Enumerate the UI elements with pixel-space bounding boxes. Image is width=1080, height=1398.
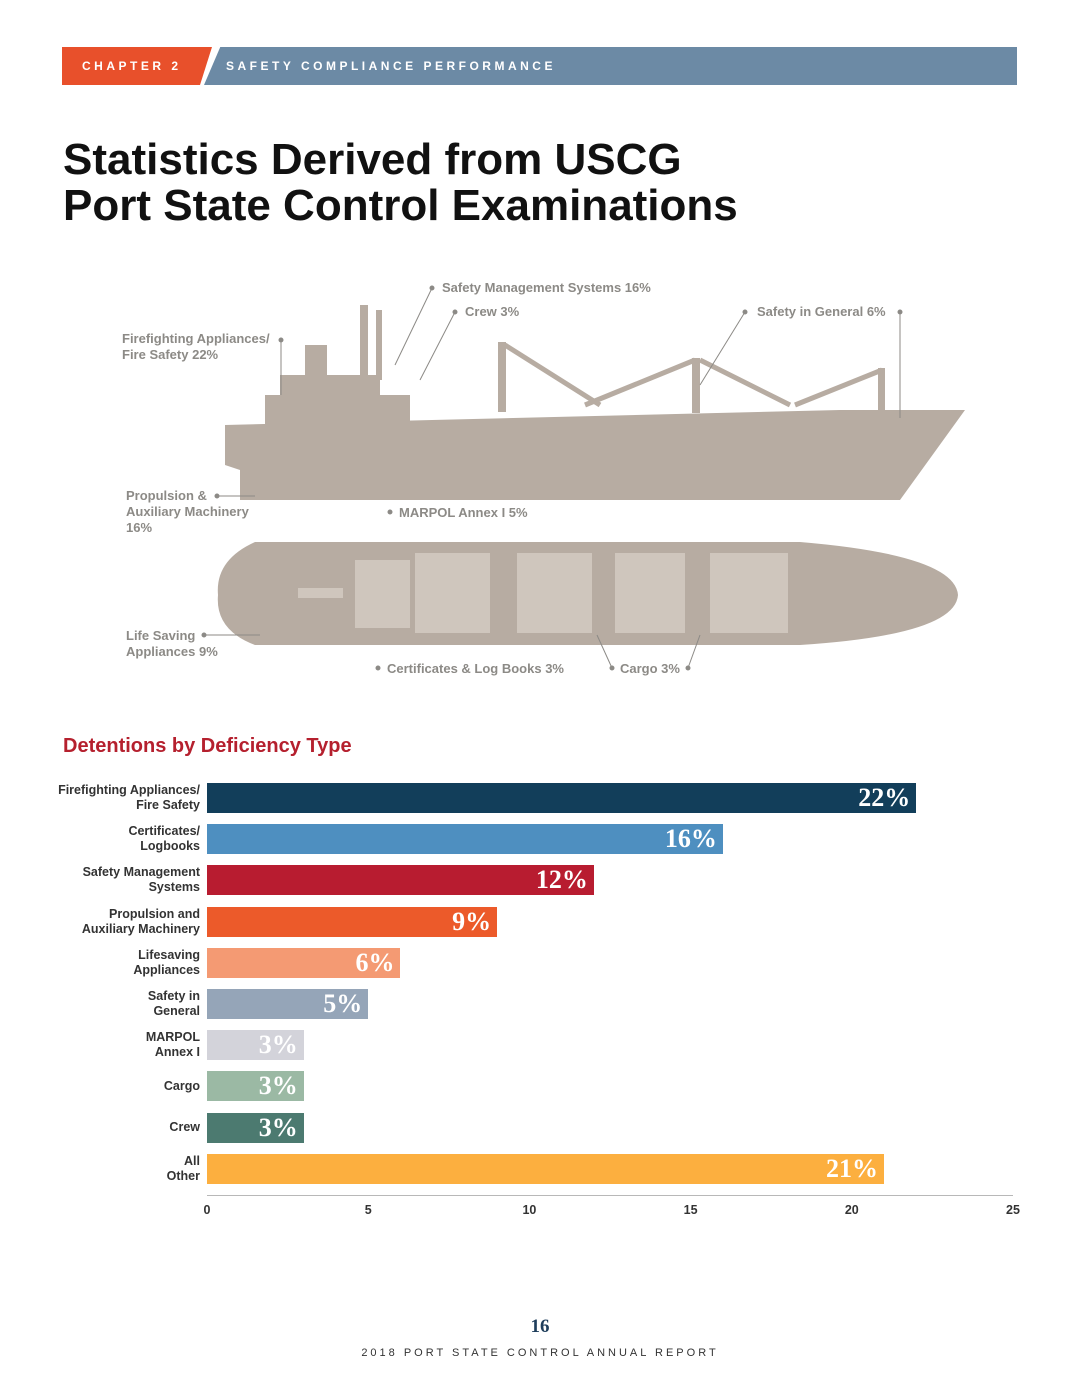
bar-value-label: 3% — [258, 1112, 298, 1142]
bar-category-label: Propulsion and Auxiliary Machinery — [0, 907, 200, 937]
chapter-label: CHAPTER 2 — [82, 59, 182, 73]
bar-category-label-line: General — [153, 1004, 200, 1018]
callout-firefighting-line1: Firefighting Appliances/ — [122, 331, 270, 346]
callout-marpol: MARPOL Annex I 5% — [399, 505, 528, 520]
callout-cargo: Cargo 3% — [620, 661, 680, 676]
bar-category-label-line: Cargo — [163, 1078, 200, 1093]
section-label: SAFETY COMPLIANCE PERFORMANCE — [226, 59, 556, 73]
bar-category-label-line: Firefighting Appliances/ — [58, 783, 200, 797]
bar-category-label: Lifesaving Appliances — [0, 948, 200, 978]
chapter-header: CHAPTER 2 SAFETY COMPLIANCE PERFORMANCE — [62, 47, 1017, 85]
bar-category-label-line: Annex I — [154, 1045, 200, 1060]
bar-category-label: MARPOL Annex I — [0, 1030, 200, 1060]
bar-value-label: 21% — [826, 1153, 879, 1183]
bar: 6% — [207, 947, 401, 978]
callout-crew: Crew 3% — [465, 304, 520, 319]
chapter-tab — [62, 47, 212, 85]
bar: 22% — [207, 783, 917, 813]
bar-category-label-line: Safety Management — [82, 865, 200, 880]
bar-category-label-line: Safety in — [147, 989, 200, 1003]
x-axis-line — [207, 1195, 1013, 1196]
ship-diagram: Safety Management Systems 16% Crew 3% Sa… — [0, 270, 1080, 690]
bar: 3% — [207, 1030, 304, 1061]
callout-firefighting: Firefighting Appliances/ Fire Safety 22% — [122, 331, 270, 363]
page-title: Statistics Derived from USCG Port State … — [63, 137, 963, 229]
x-tick-label: 0 — [203, 1203, 211, 1217]
callout-safety-general: Safety in General 6% — [757, 304, 886, 319]
page-number: 16 — [530, 1316, 550, 1337]
bar-category-label: Safety Management Systems — [0, 865, 200, 895]
bar-value-label: 3% — [258, 1030, 298, 1060]
bar-category-label-line: MARPOL — [145, 1030, 200, 1045]
bar-category-label: Cargo — [0, 1079, 200, 1094]
bar-value-label: 16% — [664, 824, 717, 854]
bar: 5% — [207, 989, 369, 1019]
ship-side-view — [225, 305, 965, 500]
callout-propulsion-line3: 16% — [126, 520, 153, 535]
bar: 9% — [207, 906, 498, 937]
callout-certificates: Certificates & Log Books 3% — [387, 661, 564, 676]
bar: 3% — [207, 1071, 304, 1102]
bar-category-label: Safety in General — [0, 989, 200, 1019]
callout-firefighting-line2: Fire Safety 22% — [122, 347, 219, 362]
page-title-line1: Statistics Derived from USCG — [63, 135, 682, 184]
bar-category-label: All Other — [0, 1154, 200, 1184]
callout-safety-management: Safety Management Systems 16% — [442, 280, 651, 295]
bar-category-label: Firefighting Appliances/Fire Safety — [0, 783, 200, 813]
bar-category-label-line: Propulsion and — [109, 906, 200, 921]
bar-category-label-line: Logbooks — [140, 839, 200, 854]
ship-derricks — [503, 342, 883, 408]
bar-category-label-line: Appliances — [133, 962, 200, 977]
bar-value-label: 6% — [355, 947, 395, 977]
ship-illustration — [201, 285, 965, 671]
bar: 16% — [207, 824, 723, 855]
x-tick-label: 10 — [522, 1203, 537, 1217]
callout-life-saving-line1: Life Saving — [126, 628, 196, 643]
bar-category-label-line: Crew — [169, 1120, 200, 1135]
callout-propulsion-line1: Propulsion & — [126, 488, 207, 503]
chart-title: Detentions by Deficiency Type — [63, 735, 352, 757]
bar-value-label: 12% — [535, 865, 588, 895]
bar-value-label: 9% — [452, 906, 492, 936]
bar-value-label: 5% — [323, 989, 363, 1018]
x-tick-label: 15 — [683, 1203, 698, 1217]
callout-propulsion-line2: Auxiliary Machinery — [126, 504, 249, 519]
bar-category-label-line: Certificates/ — [128, 824, 200, 839]
x-tick-label: 25 — [1006, 1203, 1020, 1217]
x-tick-label: 20 — [844, 1203, 859, 1217]
bar-category-label-line: Auxiliary Machinery — [81, 921, 200, 936]
x-tick-label: 5 — [364, 1203, 372, 1217]
callout-life-saving-line2: Appliances 9% — [126, 644, 218, 659]
bar-category-label: Crew — [0, 1120, 200, 1135]
bar-category-label-line: Other — [166, 1168, 200, 1183]
bar-category-label: Certificates/Logbooks — [0, 824, 200, 854]
bar-category-label-line: Lifesaving — [138, 947, 200, 962]
section-tab — [204, 47, 1017, 85]
callout-lines — [201, 285, 903, 671]
detentions-bar-chart: Firefighting Appliances/Fire Safety 22% Ce… — [0, 770, 1080, 1250]
callout-life-saving: Life Saving Appliances 9% — [126, 628, 218, 660]
page-title-line2: Port State Control Examinations — [63, 181, 738, 230]
bar: 12% — [207, 865, 594, 896]
callout-propulsion: Propulsion & Auxiliary Machinery 16% — [126, 488, 249, 536]
bar-value-label: 22% — [858, 783, 911, 812]
bar-value-label: 3% — [258, 1071, 298, 1101]
bar-category-label-line: All — [184, 1153, 200, 1168]
bar: 21% — [207, 1153, 885, 1184]
ship-hatches — [298, 553, 788, 633]
bar-category-label-line: Systems — [148, 880, 200, 895]
bar: 3% — [207, 1112, 304, 1143]
bar-category-label-line: Fire Safety — [136, 798, 200, 812]
report-title: 2018 PORT STATE CONTROL ANNUAL REPORT — [361, 1347, 719, 1359]
